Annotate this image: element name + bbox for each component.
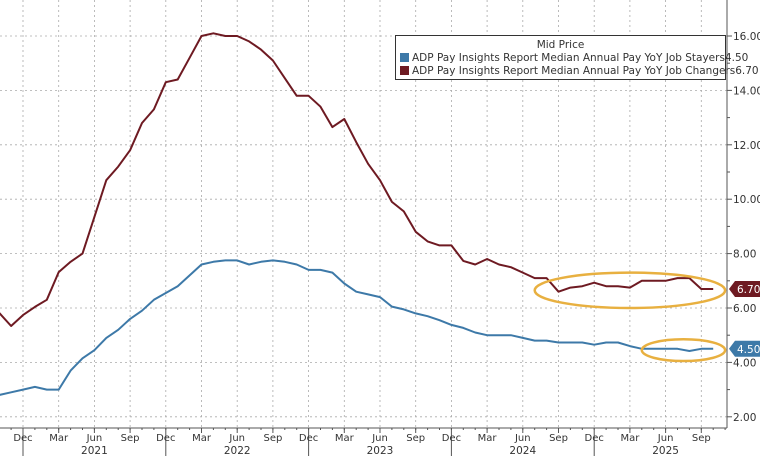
x-tick-label: Dec — [585, 433, 604, 444]
series-lines — [0, 32, 714, 396]
x-tick-label: Mar — [620, 433, 640, 444]
year-label: 2021 — [81, 445, 108, 456]
year-label: 2023 — [367, 445, 394, 456]
year-label: 2025 — [652, 445, 679, 456]
x-tick-label: Dec — [156, 433, 175, 444]
highlight-ellipse — [533, 271, 727, 310]
highlight-ellipse — [640, 338, 727, 363]
y-tick-label: 2.00 — [733, 412, 756, 424]
legend-item-changers: ADP Pay Insights Report Median Annual Pa… — [396, 64, 759, 77]
x-tick-label: Mar — [49, 433, 69, 444]
legend-item-stayers: ADP Pay Insights Report Median Annual Pa… — [396, 51, 748, 64]
legend-label: ADP Pay Insights Report Median Annual Pa… — [412, 51, 725, 64]
last-value-badge — [729, 280, 760, 297]
axes — [0, 0, 732, 456]
year-label: 2024 — [509, 445, 536, 456]
x-tick-label: Jun — [657, 433, 674, 444]
x-tick-label: Sep — [406, 433, 425, 444]
y-tick-label: 12.00 — [733, 140, 760, 152]
axis-labels: 2.00 4.00 6.00 8.00 10.00 12.00 14.00 16.00 Dec M… — [13, 31, 760, 456]
legend-label: ADP Pay Insights Report Median Annual Pa… — [412, 64, 736, 77]
x-tick-label: Dec — [299, 433, 318, 444]
last-value-badge — [729, 340, 760, 357]
x-tick-label: Mar — [192, 433, 212, 444]
x-tick-label: Jun — [228, 433, 245, 444]
y-tick-label: 14.00 — [733, 85, 760, 97]
legend-title: Mid Price — [536, 39, 585, 51]
legend: Mid Price ADP Pay Insights Report Median… — [395, 35, 759, 80]
x-tick-label: Sep — [121, 433, 140, 444]
x-tick-label: Jun — [86, 433, 103, 444]
y-tick-label: 6.00 — [733, 303, 756, 315]
x-tick-label: Jun — [371, 433, 388, 444]
x-tick-label: Sep — [692, 433, 711, 444]
x-tick-label: Sep — [549, 433, 568, 444]
y-tick-label: 10.00 — [733, 194, 760, 206]
last-value-label: 6.70 — [737, 284, 760, 296]
x-tick-label: Dec — [442, 433, 461, 444]
legend-value: 4.50 — [724, 51, 749, 64]
legend-swatch-stayers — [400, 53, 409, 62]
legend-value: 6.70 — [735, 64, 759, 77]
x-tick-label: Sep — [263, 433, 282, 444]
series-line-job-stayers — [0, 259, 714, 396]
y-tick-label: 4.00 — [733, 357, 756, 369]
last-value-label: 4.50 — [737, 344, 760, 356]
highlight-ellipses — [533, 271, 727, 363]
y-tick-label: 16.00 — [733, 31, 760, 43]
x-tick-label: Jun — [514, 433, 531, 444]
y-tick-label: 8.00 — [733, 249, 756, 261]
x-tick-label: Mar — [478, 433, 498, 444]
year-label: 2022 — [224, 445, 251, 456]
legend-swatch-changers — [400, 66, 409, 75]
x-tick-label: Dec — [13, 433, 32, 444]
x-tick-label: Mar — [335, 433, 355, 444]
